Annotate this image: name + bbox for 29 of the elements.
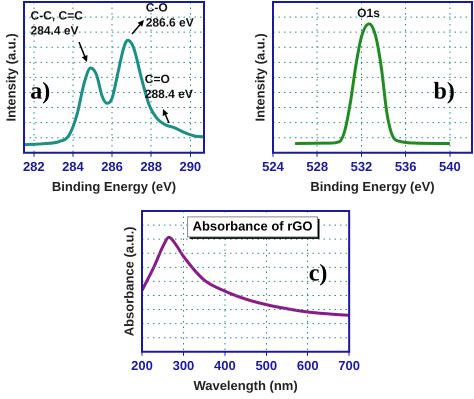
x-tick-label: 540 bbox=[439, 159, 461, 174]
x-tick-label: 284 bbox=[62, 159, 85, 174]
annotation: c) bbox=[308, 260, 328, 287]
x-tick-label: 286 bbox=[101, 159, 123, 174]
y-axis-title: Intensity (a.u.) bbox=[4, 33, 19, 122]
x-tick-label: 600 bbox=[296, 358, 319, 374]
x-tick-label: 528 bbox=[306, 159, 328, 174]
x-tick-label: 400 bbox=[214, 358, 236, 374]
x-axis-title: Wavelength (nm) bbox=[193, 378, 298, 393]
x-tick-label: 536 bbox=[394, 159, 417, 174]
x-tick-label: 200 bbox=[131, 358, 153, 374]
x-tick-label: 700 bbox=[338, 358, 360, 374]
x-axis-title: Binding Energy (eV) bbox=[310, 178, 435, 194]
x-tick-label: 500 bbox=[255, 358, 278, 374]
annotation: C-C, C=C 284.4 eV bbox=[30, 8, 84, 38]
x-tick-label: 290 bbox=[179, 159, 202, 174]
y-axis-title: Intensity (a.u.) bbox=[252, 33, 268, 122]
x-tick-label: 282 bbox=[22, 159, 45, 174]
x-tick-label: 288 bbox=[140, 159, 162, 174]
x-tick-label: 532 bbox=[350, 159, 372, 174]
x-tick-label: 300 bbox=[172, 358, 194, 374]
annotation: b) bbox=[433, 78, 455, 105]
x-axis-title: Binding Energy (eV) bbox=[52, 178, 176, 194]
annotation: C-O 286.6 eV bbox=[146, 0, 194, 30]
y-axis-title: Absorbance (a.u.) bbox=[122, 226, 137, 336]
annotation: O1s bbox=[357, 6, 380, 20]
text: Absorbance of rGO bbox=[192, 218, 312, 234]
annotation: a) bbox=[30, 78, 50, 105]
x-tick-label: 524 bbox=[262, 159, 285, 174]
